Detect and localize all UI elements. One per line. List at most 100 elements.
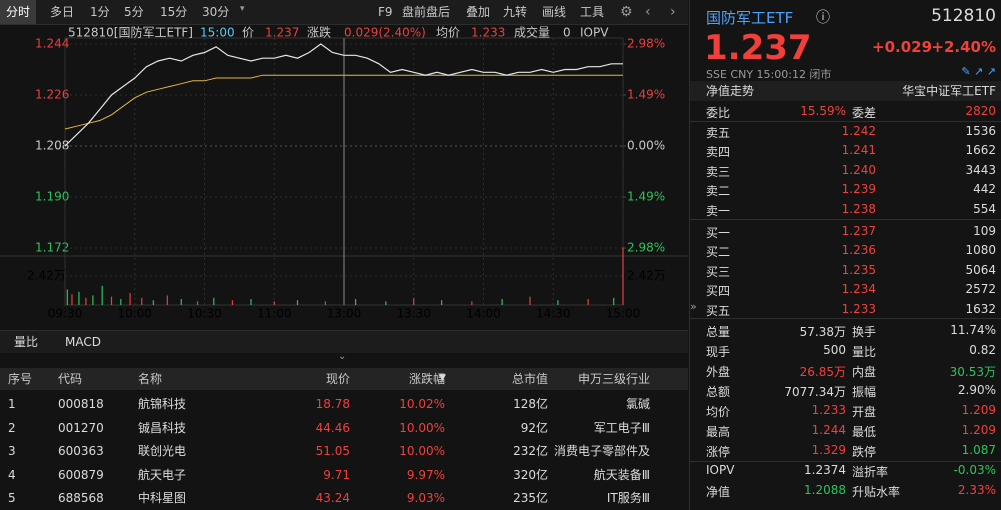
column-header[interactable]: 代码 [58, 372, 83, 386]
period-tab[interactable]: 5分 [124, 5, 144, 19]
period-tab[interactable]: 1分 [90, 5, 110, 19]
table-cell: 2 [8, 420, 16, 435]
volume-bar [529, 296, 531, 305]
quote-price-label: 价 [242, 26, 254, 40]
stat-value: 1.244 [811, 423, 846, 437]
stat-label: 总量 [706, 325, 731, 339]
period-tab[interactable]: 分时 [0, 0, 37, 24]
tool-button[interactable]: 画线 [542, 5, 567, 19]
book-volume: 1536 [965, 124, 996, 138]
table-cell: 1 [8, 397, 16, 411]
x-tick-label: 10:30 [187, 307, 222, 321]
period-tab[interactable]: 多日 [50, 5, 75, 19]
tool-button[interactable]: 九转 [503, 5, 528, 19]
book-level: 卖四 [706, 145, 731, 160]
column-header[interactable]: 涨跌幅 [408, 372, 445, 386]
x-tick-label: 09:30 [48, 307, 83, 321]
book-price: 1.236 [841, 243, 876, 258]
column-header[interactable]: 序号 [8, 372, 33, 386]
column-header[interactable]: 申万三级行业 [577, 372, 650, 386]
y2-tick-label: 1.49% [627, 88, 665, 102]
divider [690, 461, 1001, 462]
indicator-tab[interactable]: MACD [65, 335, 101, 349]
quote-iopv: IOPV [580, 26, 609, 40]
stat-label-2: 内盘 [852, 365, 877, 379]
index-name[interactable]: 华宝中证军工ETF [902, 84, 996, 98]
table-cell[interactable]: 联创光电 [138, 444, 187, 459]
ratio-value: 15.59% [800, 104, 846, 118]
nav-icon[interactable]: ‹ [645, 4, 651, 20]
y-tick-label: 1.244 [35, 37, 69, 51]
volume-bar [273, 301, 275, 305]
x-tick-label: 13:30 [396, 307, 431, 321]
volume-bar [296, 300, 299, 305]
quote-avg-label: 均价 [436, 26, 460, 40]
book-level: 买四 [706, 284, 731, 299]
stat-value: 57.38万 [799, 325, 846, 339]
table-cell[interactable]: 航天电子 [138, 467, 187, 482]
book-price: 1.242 [841, 124, 876, 138]
last-price: 1.237 [704, 28, 812, 68]
stat-label-2: 振幅 [852, 385, 877, 399]
stat-value: 7077.34万 [784, 385, 846, 399]
table-cell: 001270 [58, 420, 104, 435]
book-price: 1.238 [841, 201, 876, 216]
volume-bar [129, 293, 131, 305]
table-cell[interactable]: 中科星图 [138, 491, 187, 506]
stat-label: 最高 [706, 425, 731, 439]
volume-bar [413, 297, 415, 305]
panel-tools[interactable]: ✎ ↗ ↗ [961, 65, 996, 78]
quote-avg: 1.233 [471, 26, 505, 40]
table-cell: 128亿 [513, 397, 548, 411]
stat-label-2: 最低 [852, 425, 877, 439]
tool-button[interactable]: 工具 [580, 5, 605, 19]
y2-tick-label: 2.98% [627, 241, 665, 255]
book-price: 1.237 [841, 224, 876, 238]
table-cell: 4 [8, 467, 16, 482]
nav-icon[interactable]: ⚙ [620, 4, 633, 20]
book-level: 卖五 [706, 126, 731, 140]
tool-button[interactable]: F9 [378, 5, 393, 19]
collapse-icon[interactable]: ⌄ [338, 351, 347, 362]
table-cell: 600879 [58, 467, 104, 482]
price-line [64, 43, 623, 147]
nav-link[interactable]: 净值走势 [706, 84, 755, 98]
status: SSE CNY 15:00:12 闭市 [706, 68, 832, 81]
book-volume: 1662 [965, 143, 996, 158]
column-header[interactable]: 总市值 [511, 372, 548, 386]
volume-bar [501, 299, 503, 305]
quote-volume: 0 [563, 26, 571, 40]
book-volume: 5064 [965, 262, 996, 277]
volume-bar [92, 295, 94, 305]
volume-bar [141, 297, 143, 305]
stat-label: 涨停 [706, 445, 731, 459]
column-header[interactable]: 现价 [325, 372, 350, 386]
dropdown-icon[interactable]: ▾ [240, 4, 245, 14]
indicator-tab[interactable]: 量比 [14, 335, 39, 349]
table-cell[interactable]: 铖昌科技 [138, 420, 187, 435]
table-cell[interactable]: 航锦科技 [138, 397, 187, 411]
divider [690, 121, 1001, 122]
column-header[interactable]: 名称 [138, 372, 163, 386]
expand-arrow[interactable]: » [690, 300, 697, 313]
table-cell: 9.03% [406, 491, 445, 506]
volume-bar [166, 295, 168, 305]
info-icon[interactable]: ⓘ [816, 10, 830, 26]
nav-icon[interactable]: › [670, 4, 676, 20]
sort-icon[interactable]: ▼ [439, 373, 446, 383]
constituents-table: 序号 代码 名称 现价 涨跌幅 总市值 申万三级行业 ▼ 1 000818 航锦科技 18.78 10.… [0, 368, 688, 510]
table-cell: 51.05 [315, 444, 350, 459]
fund-name[interactable]: 国防军工ETF [706, 9, 794, 27]
period-tab[interactable]: 30分 [202, 5, 230, 19]
tool-button[interactable]: 叠加 [466, 5, 491, 19]
stat-value-2: 2.33% [957, 483, 996, 497]
tool-button[interactable]: 盘前盘后 [402, 5, 451, 19]
book-volume: 554 [973, 201, 996, 216]
book-volume: 2572 [965, 282, 996, 297]
stat-value-2: 1.087 [961, 443, 996, 457]
period-tab[interactable]: 15分 [160, 5, 188, 19]
stat-label: 现手 [706, 345, 731, 359]
table-cell: 9.71 [323, 467, 350, 482]
book-price: 1.240 [841, 162, 876, 177]
